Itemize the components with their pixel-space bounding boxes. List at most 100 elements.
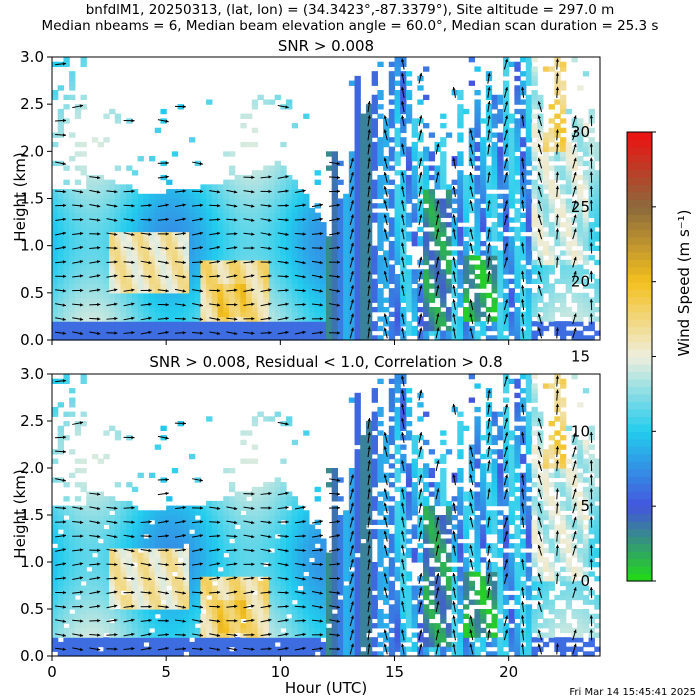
speed-cell <box>428 250 436 256</box>
speed-cell <box>52 212 59 218</box>
speed-cell <box>565 278 573 284</box>
speed-cell <box>377 156 384 162</box>
speed-cell <box>360 160 367 167</box>
speed-cell <box>126 292 133 299</box>
speed-cell <box>560 156 567 162</box>
speed-cell <box>560 231 567 237</box>
speed-cell <box>463 184 470 190</box>
speed-cell <box>217 316 224 322</box>
speed-cell <box>52 458 59 464</box>
speed-cell <box>383 212 390 218</box>
speed-cell <box>240 123 247 129</box>
wind-arrow-head <box>302 232 306 236</box>
speed-cell <box>286 278 293 284</box>
speed-cell <box>400 226 407 233</box>
speed-cell <box>217 193 224 200</box>
speed-cell <box>69 519 76 525</box>
speed-cell <box>371 160 378 167</box>
speed-cell <box>120 557 127 563</box>
speed-cell <box>217 245 224 251</box>
speed-cell <box>463 311 470 318</box>
speed-cell <box>514 212 521 218</box>
speed-cell <box>97 288 104 294</box>
speed-cell <box>405 306 413 313</box>
speed-cell <box>360 198 367 204</box>
speed-cell <box>91 585 99 591</box>
speed-cell <box>411 207 418 214</box>
wind-arrow-head <box>216 217 221 222</box>
speed-cell <box>423 179 430 185</box>
speed-cell <box>274 212 281 218</box>
speed-cell <box>565 165 573 171</box>
speed-cell <box>468 141 476 148</box>
speed-cell <box>457 255 464 261</box>
speed-cell <box>497 325 504 332</box>
speed-cell <box>542 137 550 143</box>
speed-cell <box>160 236 167 242</box>
speed-cell <box>200 283 207 289</box>
wind-arrow-head <box>383 171 387 176</box>
speed-cell <box>274 179 281 185</box>
wind-arrow-head <box>436 327 440 331</box>
panel-2-plot: 0.00.51.01.52.02.53.00 5 10 15 20 <box>20 365 601 681</box>
speed-cell <box>331 321 339 327</box>
speed-cell <box>57 306 65 313</box>
speed-cell <box>143 297 150 303</box>
speed-cell <box>440 207 447 214</box>
wind-arrow-head <box>233 260 238 264</box>
speed-cell <box>457 174 464 181</box>
speed-cell <box>297 264 304 270</box>
speed-cell <box>440 165 447 171</box>
speed-cell <box>217 283 224 289</box>
speed-cell <box>326 236 333 242</box>
speed-cell <box>103 557 110 563</box>
speed-cell <box>240 250 247 256</box>
speed-cell <box>52 193 59 200</box>
speed-cell <box>440 113 447 119</box>
speed-cell <box>531 245 538 251</box>
wind-arrow-head <box>79 190 84 194</box>
speed-cell <box>228 278 236 284</box>
speed-cell <box>514 226 521 233</box>
speed-cell <box>480 222 487 228</box>
speed-cell <box>103 538 110 544</box>
speed-cell <box>154 240 162 247</box>
speed-cell <box>303 288 310 294</box>
speed-cell <box>457 207 464 214</box>
speed-cell <box>291 292 299 299</box>
speed-cell <box>405 179 413 185</box>
speed-cell <box>554 292 561 299</box>
speed-cell <box>120 250 127 256</box>
speed-cell <box>463 306 470 313</box>
speed-cell <box>525 217 533 223</box>
speed-cell <box>103 184 110 190</box>
speed-cell <box>423 311 430 318</box>
speed-cell <box>542 240 550 247</box>
speed-cell <box>69 566 76 572</box>
speed-cell <box>234 236 241 242</box>
speed-cell <box>491 269 498 275</box>
wind-arrow-head <box>350 299 354 303</box>
speed-cell <box>400 335 407 341</box>
speed-cell <box>166 292 173 299</box>
speed-cell <box>428 222 436 228</box>
speed-cell <box>354 255 361 261</box>
speed-cell <box>137 226 144 233</box>
speed-cell <box>143 292 150 299</box>
speed-cell <box>257 193 264 200</box>
speed-cell <box>86 505 93 511</box>
speed-cell <box>582 132 590 138</box>
speed-cell <box>86 623 93 629</box>
speed-cell <box>468 179 476 185</box>
speed-cell <box>131 306 139 313</box>
speed-cell <box>74 515 82 521</box>
speed-cell <box>394 118 401 124</box>
speed-cell <box>80 264 87 270</box>
wind-arrow-head <box>573 186 577 190</box>
speed-cell <box>497 222 504 228</box>
speed-cell <box>154 269 162 275</box>
wind-arrow-head <box>537 171 541 176</box>
wind-arrow-head <box>504 299 509 303</box>
speed-cell <box>171 269 179 275</box>
speed-cell <box>137 510 144 516</box>
